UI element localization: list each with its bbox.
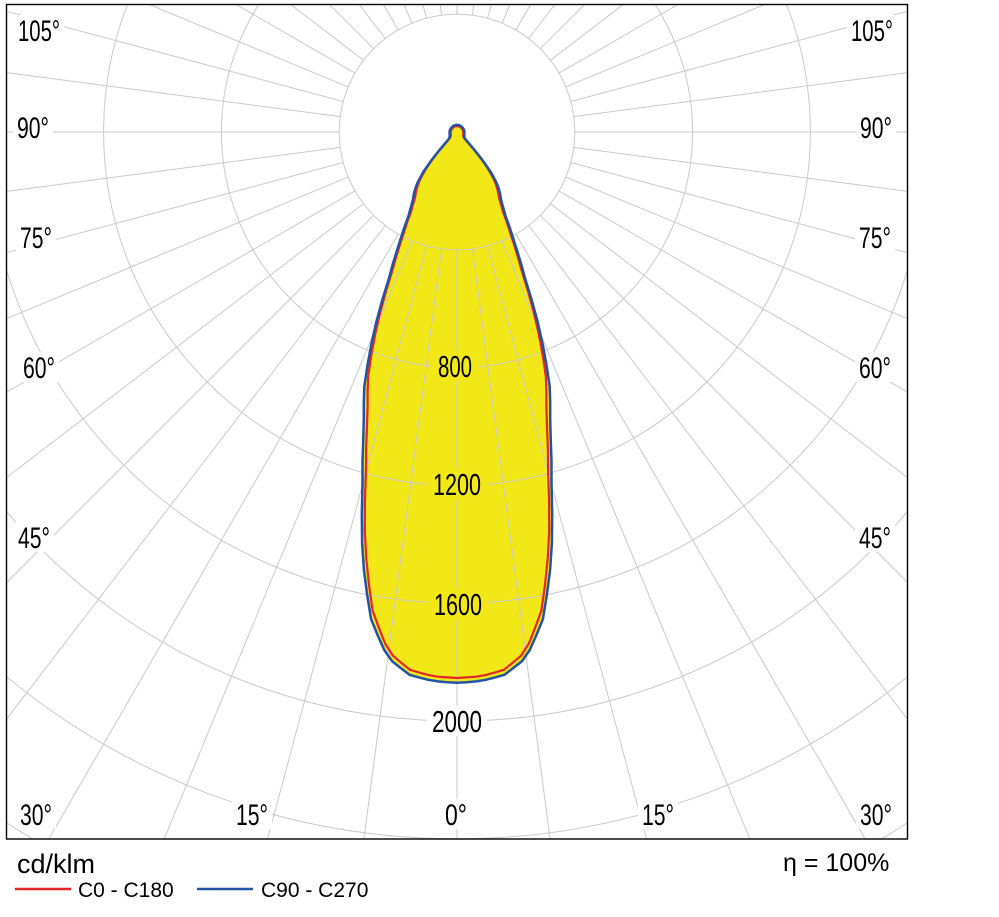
radial-tick-label-1600: 1600 xyxy=(434,587,482,622)
angle-label-left-45: 45° xyxy=(18,522,50,555)
angle-label-left-60: 60° xyxy=(23,352,55,385)
angle-label-right-90: 90° xyxy=(860,112,892,145)
angle-label-right-60: 60° xyxy=(859,352,891,385)
angle-label-right-45: 45° xyxy=(859,522,891,555)
angle-label-left-15: 15° xyxy=(236,799,268,832)
unit-label: cd/klm xyxy=(17,849,95,879)
angle-label-left-105: 105° xyxy=(18,15,60,48)
radial-tick-label-2000: 2000 xyxy=(432,704,482,739)
legend-label-c90-c270: C90 - C270 xyxy=(261,879,368,902)
angle-label-left-30: 30° xyxy=(20,799,52,832)
angle-label-right-75: 75° xyxy=(859,222,891,255)
efficiency-label: η = 100% xyxy=(783,849,889,877)
legend-label-c0-c180: C0 - C180 xyxy=(78,879,174,902)
angle-label-right-15: 15° xyxy=(642,799,674,832)
angle-label-zero: 0° xyxy=(445,799,467,832)
angle-label-right-105: 105° xyxy=(851,15,893,48)
radial-tick-label-1200: 1200 xyxy=(433,467,481,502)
angle-label-right-30: 30° xyxy=(860,799,892,832)
radial-tick-label-800: 800 xyxy=(438,349,472,384)
angle-label-left-90: 90° xyxy=(17,112,49,145)
angle-label-left-75: 75° xyxy=(20,222,52,255)
